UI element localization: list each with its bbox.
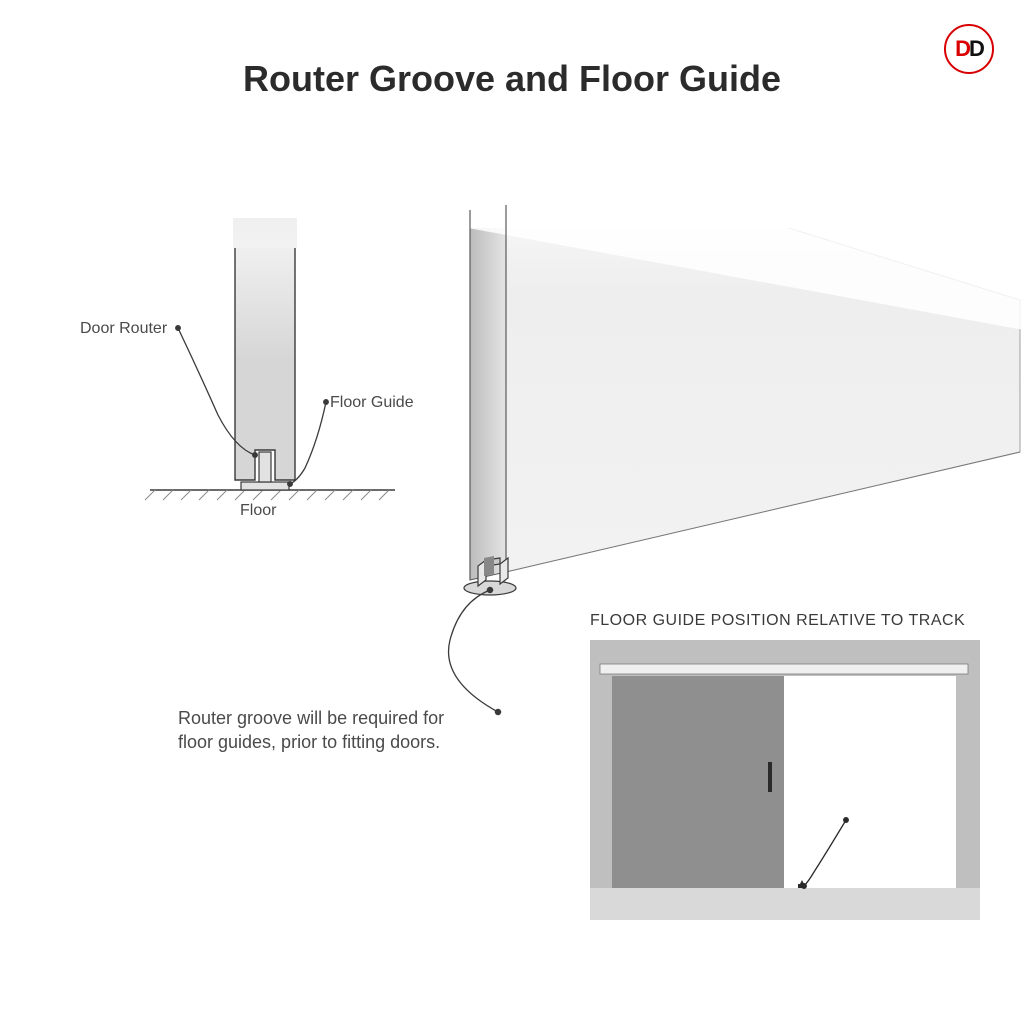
page-title: Router Groove and Floor Guide bbox=[0, 58, 1024, 100]
label-floor: Floor bbox=[240, 500, 276, 522]
label-note: Router groove will be required for floor… bbox=[178, 706, 518, 755]
inset-diagram bbox=[590, 640, 980, 920]
label-inset-title: FLOOR GUIDE POSITION RELATIVE TO TRACK bbox=[590, 612, 965, 630]
label-inset-floor-guide: FLOOR GUIDE bbox=[850, 808, 959, 825]
label-door-router: Door Router bbox=[80, 318, 167, 340]
brand-logo: DD bbox=[944, 24, 994, 74]
diagram-svg bbox=[0, 0, 1024, 1024]
cross-section bbox=[145, 178, 395, 500]
callout-lines-left bbox=[176, 326, 329, 487]
callout-note bbox=[449, 587, 501, 714]
perspective-door bbox=[464, 138, 1024, 595]
label-floor-guide: Floor Guide bbox=[330, 392, 414, 414]
logo-d1: D bbox=[955, 36, 969, 62]
logo-d2: D bbox=[969, 36, 983, 62]
